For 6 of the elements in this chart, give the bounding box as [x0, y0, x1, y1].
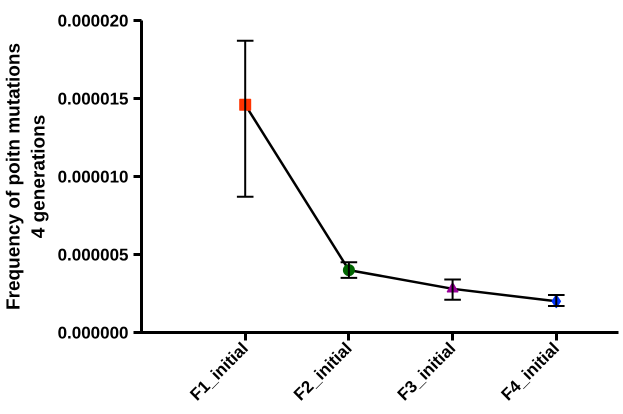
y-tick-label: 0.000000 — [58, 324, 128, 342]
y-tick-label: 0.000015 — [58, 90, 128, 108]
y-axis-title: Frequency of poitn mutations 4 generations — [3, 42, 50, 310]
y-tick-label: 0.000010 — [58, 168, 128, 186]
y-tick-label: 0.000020 — [58, 12, 128, 30]
y-tick-label: 0.000005 — [58, 246, 128, 264]
